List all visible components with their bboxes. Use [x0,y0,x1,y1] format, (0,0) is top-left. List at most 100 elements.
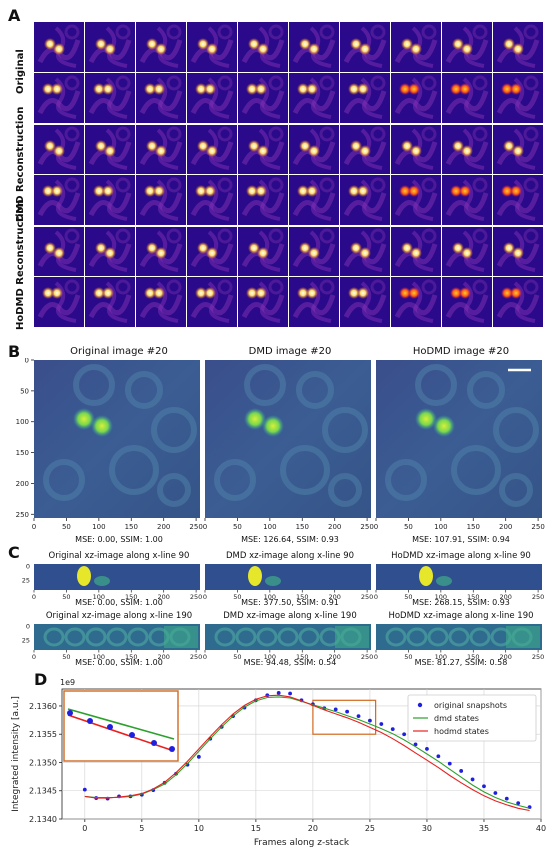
y-offset-label: 1e9 [60,678,75,687]
y-tick-label: 25 [22,577,30,585]
panel-letter-b: B [8,342,21,361]
x-tick-label: 100 [263,523,276,531]
panel-c-images: 0 50 100 150 200 250 0 250 50 100 150 200 250 0 50 100 1… [22,563,545,662]
x-tick-label: 15 [251,824,261,833]
x-tick-label: 0 [374,593,378,601]
y-tick-label: 2.1350 [29,758,57,767]
x-tick-label: 50 [62,593,70,601]
x-tick-label: 100 [93,653,105,661]
inset-point [169,746,175,752]
snapshot-point [413,742,418,747]
snapshot-point [516,801,521,806]
snapshot-point [470,777,475,782]
grid-cell [289,226,339,276]
x-tick-label: 150 [467,593,479,601]
x-tick-label: 250 [532,653,544,661]
grid-cell [289,277,339,327]
grid-cell [136,124,186,174]
grid-cell [391,22,441,72]
x-tick-label: 200 [328,653,340,661]
panel-c-title-original-90: Original xz-image along x-line 90 [48,551,190,561]
x-tick-label: 100 [264,593,276,601]
grid-cell [85,277,135,327]
snapshot-point [390,727,395,732]
x-tick-label: 50 [233,593,241,601]
grid-cell [34,277,84,327]
grid-cell [289,175,339,225]
grid-cell [391,226,441,276]
cell-blob [433,415,455,437]
x-tick-label: 150 [296,593,308,601]
panel-b-title-dmd: DMD image #20 [248,346,332,357]
x-tick-label: 250 [190,593,202,601]
legend: original snapshots dmd states hodmd states [407,694,537,742]
cell-blob [415,408,437,430]
panel-c-image: 0 50 100 150 200 250 [203,564,373,601]
y-tick-label: 0 [26,563,30,571]
grid-cell [493,277,543,327]
cell-blob [262,415,284,437]
x-tick-label: 25 [365,824,375,833]
x-tick-label: 200 [499,653,511,661]
x-tick-label: 20 [308,824,318,833]
grid-cell [85,175,135,225]
panel-b-caption-hodmd: MSE: 107.91, SSIM: 0.94 [412,535,510,544]
x-tick-label: 100 [435,653,447,661]
snapshot-point [82,787,87,792]
grid-cell [238,226,288,276]
x-tick-label: 150 [296,653,308,661]
cell-blob [91,415,113,437]
y-tick-label: 0 [25,358,29,365]
cell-blob [419,566,433,586]
grid-cell [442,175,492,225]
x-tick-label: 250 [531,523,544,531]
x-tick-label: 0 [32,653,36,661]
snapshot-point [447,761,452,766]
panel-b-title-original: Original image #20 [70,346,168,357]
snapshot-point [402,732,407,737]
grid-cell [136,277,186,327]
grid-cell [187,73,237,123]
x-tick-label: 100 [435,593,447,601]
panel-b-caption-original: MSE: 0.00, SSIM: 1.00 [75,535,163,544]
x-tick-label: 150 [467,523,480,531]
x-tick-label: 250 [361,653,373,661]
grid-cell [187,22,237,72]
x-tick-label: 50 [62,523,71,531]
panel-b-image: 0 50 100 150 200 250 [374,360,545,531]
x-tick-label: 50 [404,653,412,661]
x-tick-label: 0 [374,523,378,531]
y-tick-label: 2.1360 [29,702,57,711]
grid-cell [187,226,237,276]
panel-c-image: 0 50 100 150 200 250 [374,624,544,661]
legend-label: hodmd states [434,727,489,736]
hodmd-line [84,694,530,812]
x-tick-label: 10 [194,824,204,833]
x-tick-label: 50 [404,523,413,531]
panel-c-caption-original-190: MSE: 0.00, SSIM: 1.00 [75,658,163,667]
row-label-hodmd: HoDMD Reconstruction [15,199,26,330]
snapshot-point [276,691,281,695]
panel-c-title-hodmd-190: HoDMD xz-image along x-line 190 [388,611,534,621]
grid-cell [442,124,492,174]
panel-c-title-original-190: Original xz-image along x-line 190 [45,611,193,621]
grid-cell [340,277,390,327]
grid-cell [340,22,390,72]
grid-cell [289,22,339,72]
panel-b-image: 0 50 100 150 200 250 [203,360,374,531]
grid-cell [34,175,84,225]
grid-cell [442,277,492,327]
panel-c-caption-original-90: MSE: 0.00, SSIM: 1.00 [75,598,163,607]
x-tick-label: 150 [467,653,479,661]
x-tick-label: 150 [125,653,137,661]
snapshot-point [379,722,384,726]
grid-cell [340,226,390,276]
x-tick-label: 150 [125,523,138,531]
grid-cell [85,73,135,123]
grid-cell [493,22,543,72]
grid-cell [34,226,84,276]
panel-c-title-dmd-90: DMD xz-image along x-line 90 [225,551,355,561]
snapshot-point [459,769,464,773]
x-tick-label: 250 [532,593,544,601]
